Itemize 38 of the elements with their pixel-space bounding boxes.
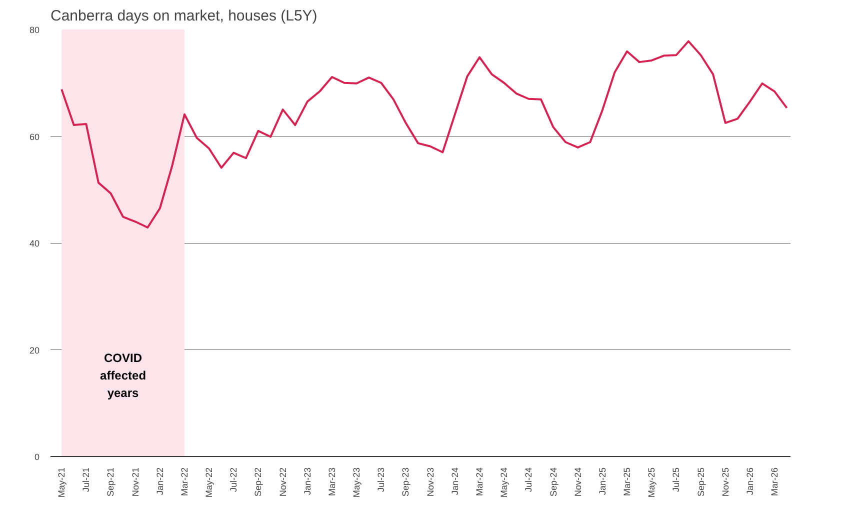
- x-tick-label: Mar-22: [179, 467, 190, 496]
- chart-title: Canberra days on market, houses (L5Y): [50, 8, 318, 24]
- x-tick-label: Jan-25: [597, 467, 608, 496]
- x-tick-label: Sep-23: [400, 467, 411, 497]
- line-series: [60, 40, 788, 229]
- x-tick-label: Jul-23: [376, 467, 386, 492]
- x-tick-label: Sep-25: [696, 467, 706, 497]
- y-tick-label: 0: [34, 452, 40, 462]
- x-tick-label: May-22: [204, 467, 214, 498]
- y-tick-label: 60: [29, 132, 40, 142]
- x-tick-label: Jan-26: [744, 467, 755, 496]
- x-tick-label: Nov-25: [720, 467, 730, 497]
- x-tick-label: Jan-22: [154, 467, 165, 496]
- y-tick-label: 80: [29, 25, 40, 35]
- x-tick-label: May-24: [499, 467, 510, 498]
- x-tick-label: Sep-24: [548, 467, 558, 497]
- x-tick-label: Sep-21: [106, 467, 116, 497]
- x-tick-label: Jul-24: [524, 467, 534, 492]
- y-tick-label: 40: [29, 238, 40, 248]
- x-tick-label: May-23: [352, 467, 362, 498]
- x-tick-label: Jul-25: [671, 467, 682, 492]
- x-tick-label: Mar-26: [770, 467, 780, 496]
- x-tick-label: Jul-22: [228, 467, 239, 492]
- x-tick-label: Mar-23: [326, 467, 337, 496]
- x-tick-label: Sep-22: [253, 467, 264, 497]
- x-tick-label: Mar-24: [474, 467, 485, 496]
- x-tick-label: Nov-22: [278, 467, 288, 497]
- x-tick-label: Nov-23: [425, 467, 436, 497]
- x-tick-label: May-25: [646, 467, 657, 498]
- x-tick-label: Nov-24: [572, 467, 583, 497]
- x-tick-label: May-21: [56, 467, 67, 498]
- x-tick-label: Mar-25: [622, 467, 632, 496]
- x-tick-label: Jul-21: [81, 467, 92, 492]
- band-label: COVID affected years: [100, 350, 146, 400]
- x-tick-label: Jan-24: [450, 467, 460, 496]
- x-tick-label: Nov-21: [130, 467, 140, 497]
- x-tick-label: Jan-23: [302, 467, 312, 496]
- y-tick-label: 20: [29, 345, 40, 356]
